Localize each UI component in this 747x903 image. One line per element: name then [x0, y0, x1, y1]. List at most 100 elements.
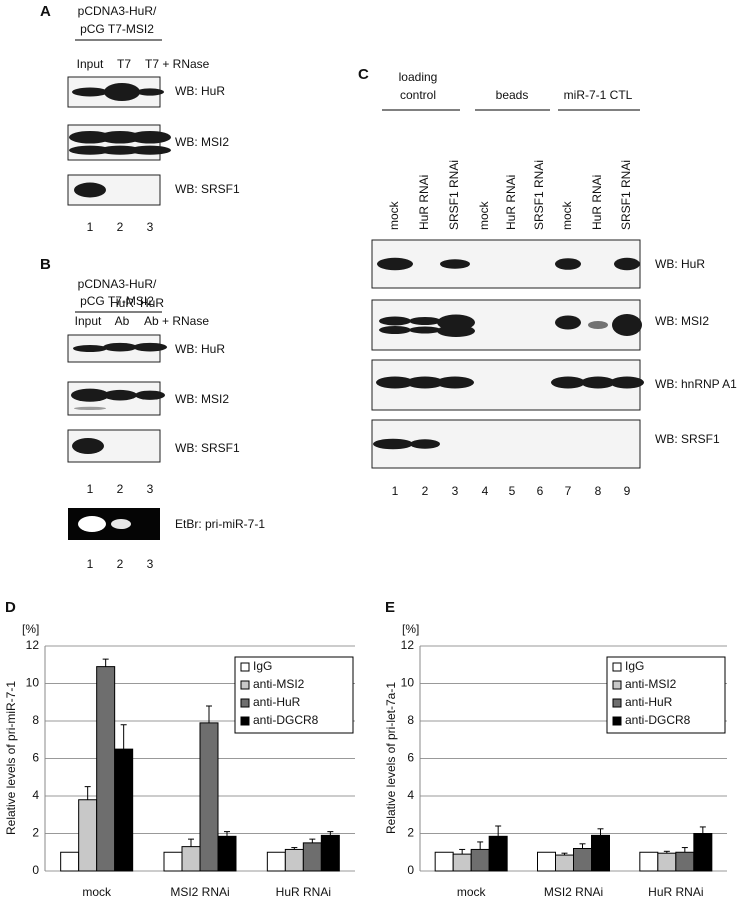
band [409, 326, 441, 334]
lane-label: HuR RNAi [504, 175, 518, 230]
bar [452, 853, 472, 872]
blot-label: WB: SRSF1 [175, 441, 240, 455]
y-tick-label: 6 [32, 751, 39, 765]
lane-number: 1 [87, 482, 94, 496]
panel-label: A [40, 3, 51, 20]
lane-label: HuR [140, 296, 164, 310]
band [103, 342, 137, 352]
band [588, 321, 608, 329]
lane-label: SRSF1 RNAi [619, 160, 633, 230]
x-tick-label: MSI2 RNAi [170, 885, 229, 899]
lane-label: Input [75, 314, 102, 328]
error-bar [477, 841, 484, 850]
bar [320, 834, 340, 872]
legend-box [606, 656, 726, 734]
blot-label: WB: HuR [655, 257, 705, 271]
y-tick-label: 6 [407, 751, 414, 765]
lane-label: SRSF1 RNAi [447, 160, 461, 230]
y-tick-label: 12 [26, 638, 40, 652]
blot-label: WB: SRSF1 [655, 432, 720, 446]
band [74, 182, 106, 198]
error-bar [309, 838, 316, 843]
y-tick-label: 10 [401, 676, 415, 690]
group-label: loading [399, 70, 438, 84]
x-tick-label: mock [457, 885, 487, 899]
lane-label: HuR [110, 296, 134, 310]
bar [217, 835, 237, 872]
band [135, 390, 165, 400]
lane-label: Input [77, 57, 104, 71]
lane-number: 5 [509, 484, 516, 498]
band [133, 342, 167, 352]
band [129, 130, 171, 144]
band [103, 389, 137, 401]
error-bar [561, 852, 568, 856]
lane-number: 2 [117, 220, 124, 234]
legend-label: IgG [253, 659, 272, 673]
lane-label: Ab [115, 314, 130, 328]
gel-band [78, 516, 106, 532]
panel-label: B [40, 256, 51, 273]
band [612, 314, 642, 336]
lane-number: 2 [117, 482, 124, 496]
panel-label: E [385, 599, 395, 616]
band [409, 317, 441, 325]
panel-label: D [5, 599, 16, 616]
bar [114, 748, 134, 872]
blot-label: WB: HuR [175, 342, 225, 356]
legend-swatch [240, 662, 250, 672]
error-bar [206, 705, 212, 723]
error-bar [291, 847, 298, 850]
lane-number: 1 [87, 220, 94, 234]
construct: pCDNA3-HuR/ [78, 4, 157, 18]
blot-label: WB: MSI2 [175, 392, 229, 406]
band [72, 87, 108, 97]
bar [199, 722, 219, 872]
bar [693, 833, 713, 872]
band [410, 439, 440, 449]
bar [163, 851, 183, 872]
lane-number: 6 [537, 484, 544, 498]
bar [78, 799, 98, 872]
construct: pCDNA3-HuR/ [78, 277, 157, 291]
bar [60, 851, 80, 872]
y-tick-label: 8 [32, 713, 39, 727]
y-tick-label: 4 [32, 788, 39, 802]
bar [434, 851, 454, 872]
bar [573, 848, 592, 872]
y-tick-label: 8 [407, 713, 414, 727]
legend-label: anti-DGCR8 [253, 713, 319, 727]
y-tick-label: 10 [26, 676, 40, 690]
y-tick-label: 0 [407, 863, 414, 877]
panel-label: C [358, 66, 369, 83]
legend-swatch [240, 698, 250, 708]
gel-band [111, 519, 131, 529]
lane-number: 4 [482, 484, 489, 498]
bar [470, 848, 490, 872]
band [440, 259, 470, 269]
lane-number: 3 [452, 484, 459, 498]
y-tick-label: 12 [401, 638, 415, 652]
y-tick-label: 0 [32, 863, 39, 877]
lane-number: 1 [392, 484, 399, 498]
bar [537, 851, 556, 872]
band [551, 376, 585, 389]
lane-number: 2 [422, 484, 429, 498]
band [69, 145, 111, 155]
legend-box [234, 656, 354, 734]
lane-label: mock [387, 200, 401, 230]
band [555, 315, 581, 330]
group-label: control [400, 88, 436, 102]
error-bar [188, 838, 194, 847]
lane-label: Ab + RNase [144, 314, 209, 328]
band [69, 130, 111, 144]
y-tick-label: 2 [32, 826, 39, 840]
blot-label: WB: MSI2 [175, 135, 229, 149]
bar [266, 851, 286, 872]
band [406, 376, 444, 389]
legend-label: IgG [625, 659, 644, 673]
legend-swatch [612, 680, 622, 690]
lane-number: 9 [624, 484, 631, 498]
bar [284, 848, 304, 872]
band [72, 438, 104, 454]
